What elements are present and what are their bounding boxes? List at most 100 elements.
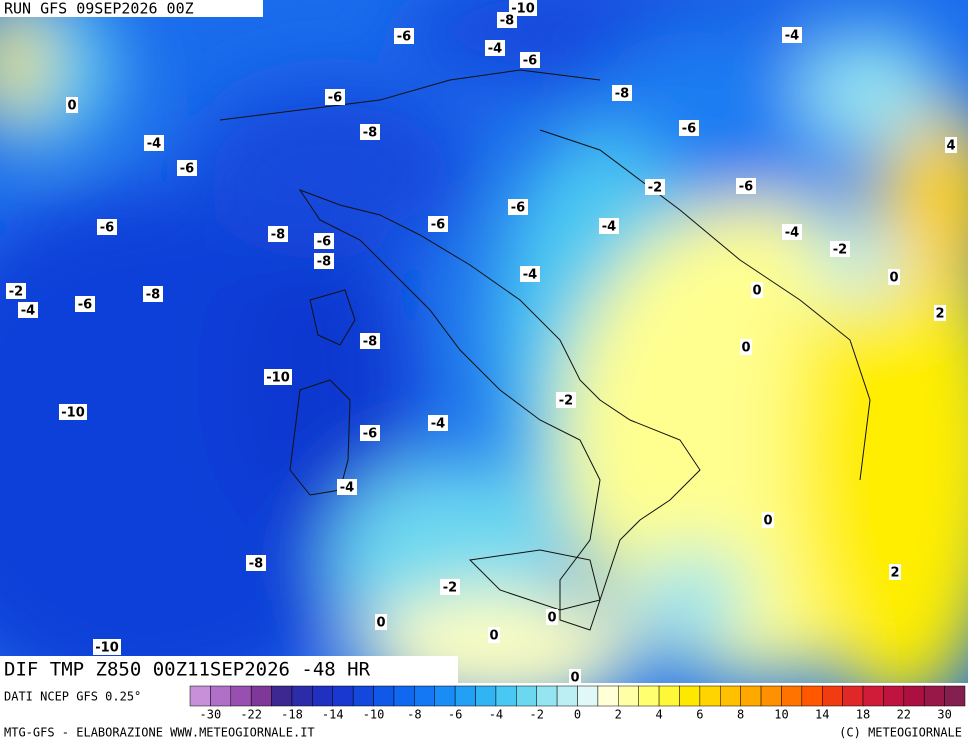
contour-label-bg [497,12,517,28]
colorbar-swatch [230,685,252,707]
contour-label-bg [246,555,266,571]
colorbar-swatch [189,685,211,707]
contour-label: -10 [266,371,290,386]
colorbar-swatch [597,685,619,707]
contour-label-bg [66,97,78,113]
contour-label: -6 [682,122,696,137]
colorbar-swatch [495,685,517,707]
source-label: DATI NCEP GFS 0.25° [4,690,141,704]
contour-label: -8 [249,557,263,572]
contour-label-bg [520,266,540,282]
contour-label: -8 [363,126,377,141]
contour-label: 0 [889,271,898,286]
colorbar-swatch [862,685,884,707]
contour-label-bg [97,219,117,235]
contour-label-bg [18,302,38,318]
contour-label-bg [612,85,632,101]
contour-label-bg [888,269,900,285]
contour-label: -4 [602,220,616,235]
contour-label-bg [314,253,334,269]
contour-label: 0 [570,671,579,686]
contour-label-bg [751,282,763,298]
colorbar-swatch [801,685,823,707]
contour-label: 2 [890,566,899,581]
contour-label: -4 [431,417,445,432]
contour-label-bg [520,52,540,68]
contour-label-bg [6,283,26,299]
contour-label: 0 [67,99,76,114]
colorbar-tick-label: 30 [937,708,951,722]
contour-label-bg [75,296,95,312]
contour-label-bg [428,216,448,232]
contour-label-bg [360,425,380,441]
colorbar: -30 -22 -18 -14 -10 -8 -6 -4 -2 0 2 4 6 8 10 14 18 22 30 [189,685,966,722]
contour-label-bg [59,404,87,420]
contour-label: -2 [648,181,662,196]
colorbar-swatch [658,685,680,707]
colorbar-swatch [903,685,925,707]
contour-label: 0 [752,284,761,299]
contour-label-bg [143,286,163,302]
contour-label: -8 [271,228,285,243]
contour-label-bg [546,609,558,625]
contour-label: -6 [180,162,194,177]
map-field [0,0,968,683]
contour-label: 0 [741,341,750,356]
colorbar-swatch [373,685,395,707]
contour-label: -2 [9,285,23,300]
colorbar-swatch [883,685,905,707]
contour-label: -4 [147,137,161,152]
contour-label: -8 [317,255,331,270]
colorbar-swatch [475,685,497,707]
contour-label: 2 [935,307,944,322]
contour-label-bg [268,226,288,242]
contour-label: -6 [328,91,342,106]
colorbar-swatch [760,685,782,707]
colorbar-tick-label: -10 [363,708,385,722]
contour-label-bg [485,40,505,56]
contour-label: -8 [500,14,514,29]
contour-label: -10 [95,641,119,656]
colorbar-swatch [434,685,456,707]
contour-label: -6 [78,298,92,313]
colorbar-swatch [536,685,558,707]
colorbar-tick-label: -30 [200,708,222,722]
colorbar-swatch [352,685,374,707]
contour-label-bg [314,233,334,249]
colorbar-tick-label: -4 [489,708,503,722]
contour-label-bg [360,124,380,140]
run-label: RUN GFS 09SEP2026 00Z [4,0,194,18]
contour-label: -6 [397,30,411,45]
colorbar-tick-label: -22 [240,708,262,722]
colorbar-swatch [821,685,843,707]
contour-label-bg [375,614,387,630]
contour-label-bg [394,28,414,44]
colorbar-swatch [291,685,313,707]
colorbar-swatch [332,685,354,707]
colorbar-tick-label: 14 [815,708,829,722]
contour-label-bg [144,135,164,151]
copyright: (C) METEOGIORNALE [839,726,962,740]
contour-label-bg [679,120,699,136]
contour-label: 0 [763,514,772,529]
contour-label: -8 [146,288,160,303]
contour-label-bg [736,178,756,194]
credit: MTG-GFS - ELABORAZIONE WWW.METEOGIORNALE… [4,726,315,740]
contour-labels: -10-8-6-4-6-40-6 -8-8 -6-4 4-6-2 -6-6-4-6 -8-… [6,0,957,686]
contour-label-bg [782,224,802,240]
contour-label-bg [488,627,500,643]
colorbar-swatch [271,685,293,707]
colorbar-swatch [210,685,232,707]
contour-label-bg [740,339,752,355]
colorbar-swatch [699,685,721,707]
contour-label-bg [645,179,665,195]
contour-label-bg [337,479,357,495]
contour-label: -6 [511,201,525,216]
contour-label-bg [440,579,460,595]
contour-label: -6 [523,54,537,69]
contour-label: -2 [443,581,457,596]
contour-label: -6 [363,427,377,442]
contour-label-bg [945,137,957,153]
colorbar-swatch [312,685,334,707]
